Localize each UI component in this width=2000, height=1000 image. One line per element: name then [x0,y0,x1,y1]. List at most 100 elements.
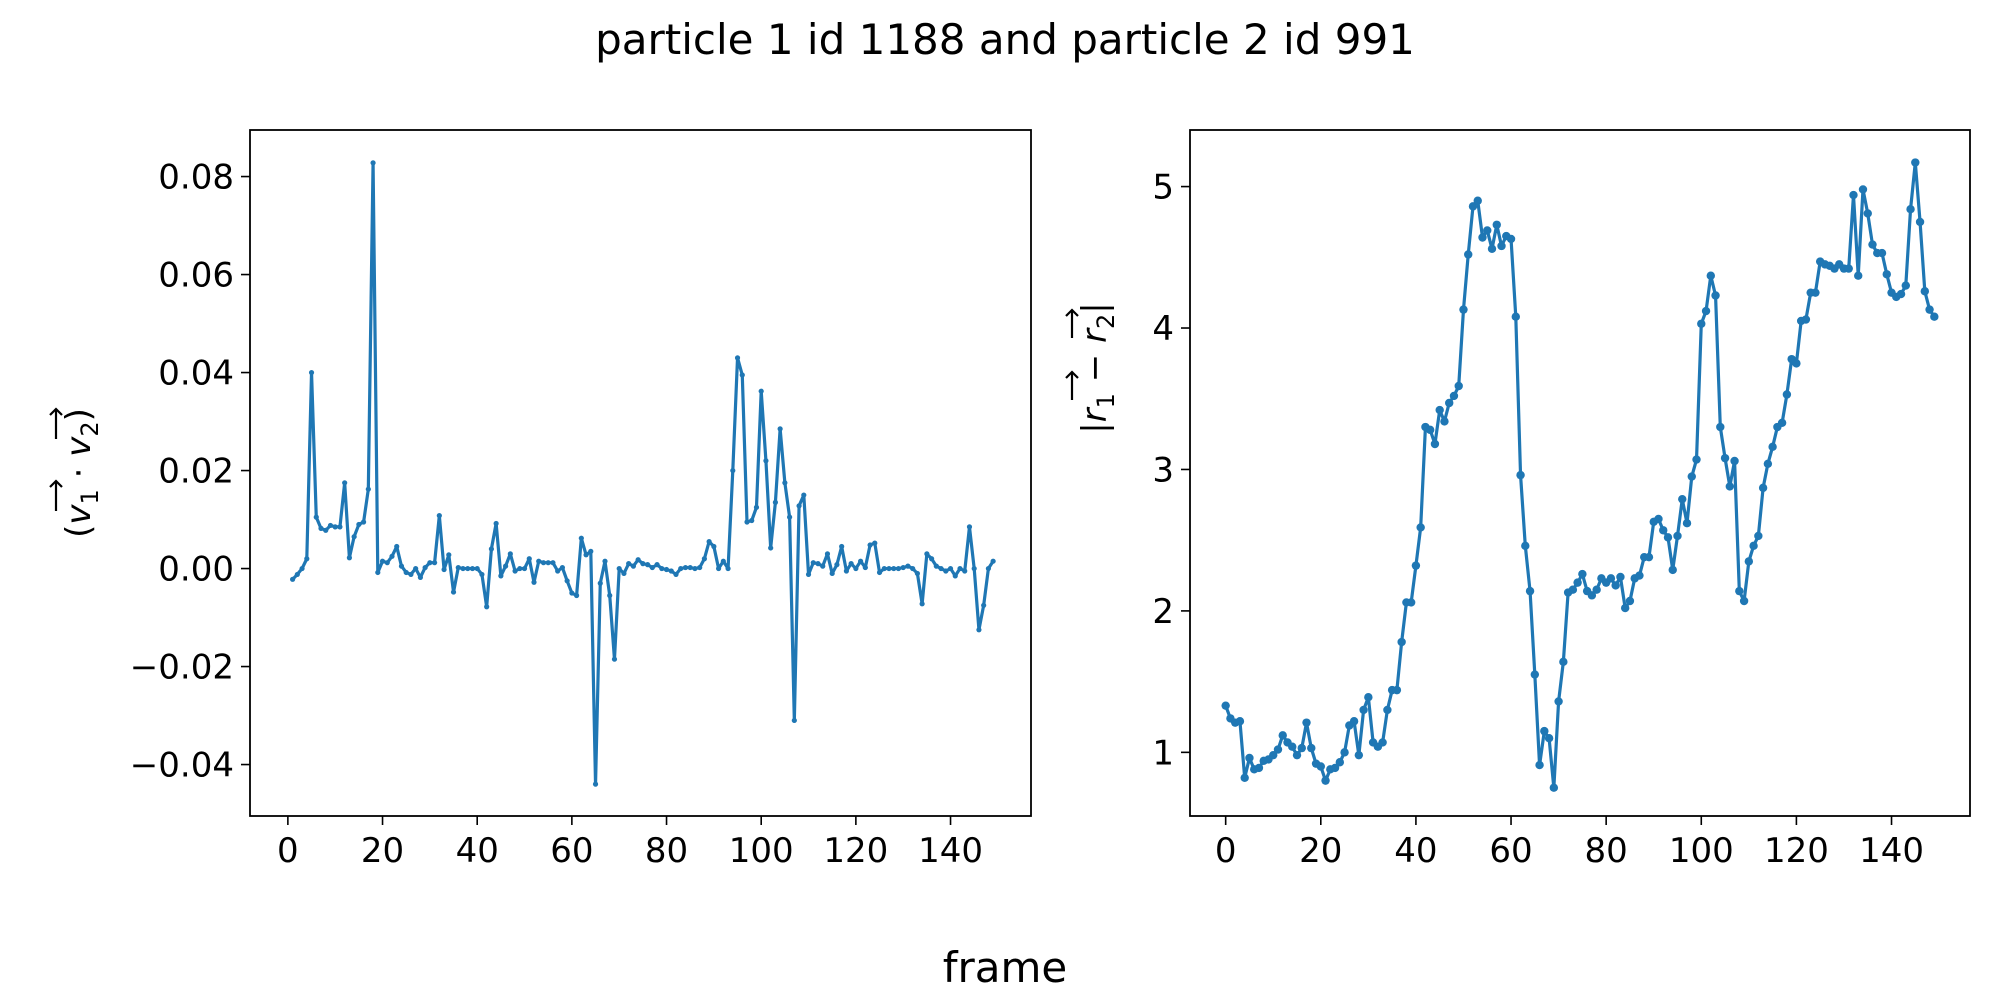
subplot-velocity-dot: (v1 · v2) 0 20 40 60 80 100 120 140 −0.04 −0.02 0.… [49,129,1032,871]
x-tick-label: 100 [729,831,794,871]
data-point [720,558,726,564]
data-point [365,486,371,492]
data-point [422,564,428,571]
data-point [1901,281,1910,290]
x-tick-label: 80 [1585,831,1628,871]
data-point [1454,381,1463,391]
data-point [427,560,433,566]
data-point [597,580,603,586]
data-point [1668,565,1677,575]
data-point [1530,670,1540,679]
data-point [1292,750,1302,760]
data-point [1792,359,1801,368]
data-point [488,546,494,552]
plot-frame [1189,129,1971,817]
data-point [621,570,627,577]
data-point [805,571,812,578]
data-point [1483,226,1492,235]
data-point [711,543,717,550]
data-point [550,560,556,566]
data-point [498,573,504,579]
data-point [985,565,992,572]
y-tick-label: 0.08 [158,158,234,198]
data-point [924,551,930,557]
data-point [976,627,982,633]
data-point [914,570,921,577]
data-point [583,552,589,558]
x-tick-label: 60 [550,831,593,871]
data-point [379,558,386,564]
data-point [1440,417,1449,426]
data-point [1316,762,1325,771]
data-point [1330,763,1340,773]
y-tick-label: 3 [1152,450,1174,490]
data-point [413,565,419,572]
data-point [327,522,334,529]
vector-arrowhead-2 [1065,308,1079,317]
data-point [834,562,840,568]
data-point [678,565,684,572]
data-point [484,604,490,610]
data-point [673,571,679,578]
data-point [1687,472,1696,481]
data-point [1863,209,1872,218]
data-point [1511,312,1520,321]
data-point [782,480,788,486]
data-point [1425,425,1435,435]
data-point [446,552,452,558]
data-point [531,579,537,585]
data-point [772,499,779,505]
x-tick-label: 120 [823,831,888,871]
data-point [337,524,343,530]
data-point [1307,743,1316,753]
data-point [1697,319,1706,328]
data-point [626,561,632,567]
data-point [1364,692,1373,702]
data-point [1430,439,1440,449]
data-point [867,542,873,548]
data-point [1701,306,1711,316]
data-point [1349,717,1359,726]
data-point [346,555,352,561]
data-point [1673,531,1682,541]
data-point [417,574,423,580]
data-point [1616,572,1625,582]
data-point [682,564,689,571]
data-point [1725,482,1735,491]
data-point [796,503,802,509]
data-point [361,519,367,525]
data-point [1521,541,1530,551]
y-tick-label: 4 [1152,309,1174,349]
data-point [521,565,528,572]
data-point [1549,783,1559,792]
data-point [744,519,750,525]
data-point [611,656,618,662]
data-point [1378,738,1387,747]
data-point [1592,585,1601,594]
data-point [697,564,703,571]
data-point [507,551,513,557]
x-tick-label: 140 [918,831,983,871]
data-point [1506,234,1516,244]
data-point [1849,190,1858,200]
data-point [384,560,390,566]
vector-arrowhead-2 [49,407,63,416]
data-point [891,565,897,572]
data-point [493,520,499,527]
data-point [1359,705,1368,715]
data-point [905,563,911,569]
y-tick-label: 0.02 [158,452,234,492]
data-point [460,565,466,572]
data-point [503,563,509,569]
data-point [559,564,566,571]
data-point [1497,241,1506,251]
data-point [356,521,362,528]
data-point [929,556,935,562]
data-point [318,525,324,531]
data-point [1559,657,1568,667]
y-axis-label-text: (v1 · v2) [59,408,104,538]
y-tick-label: 0.06 [158,256,234,296]
data-point [687,564,693,571]
data-point [933,563,939,569]
data-point [1235,717,1245,726]
